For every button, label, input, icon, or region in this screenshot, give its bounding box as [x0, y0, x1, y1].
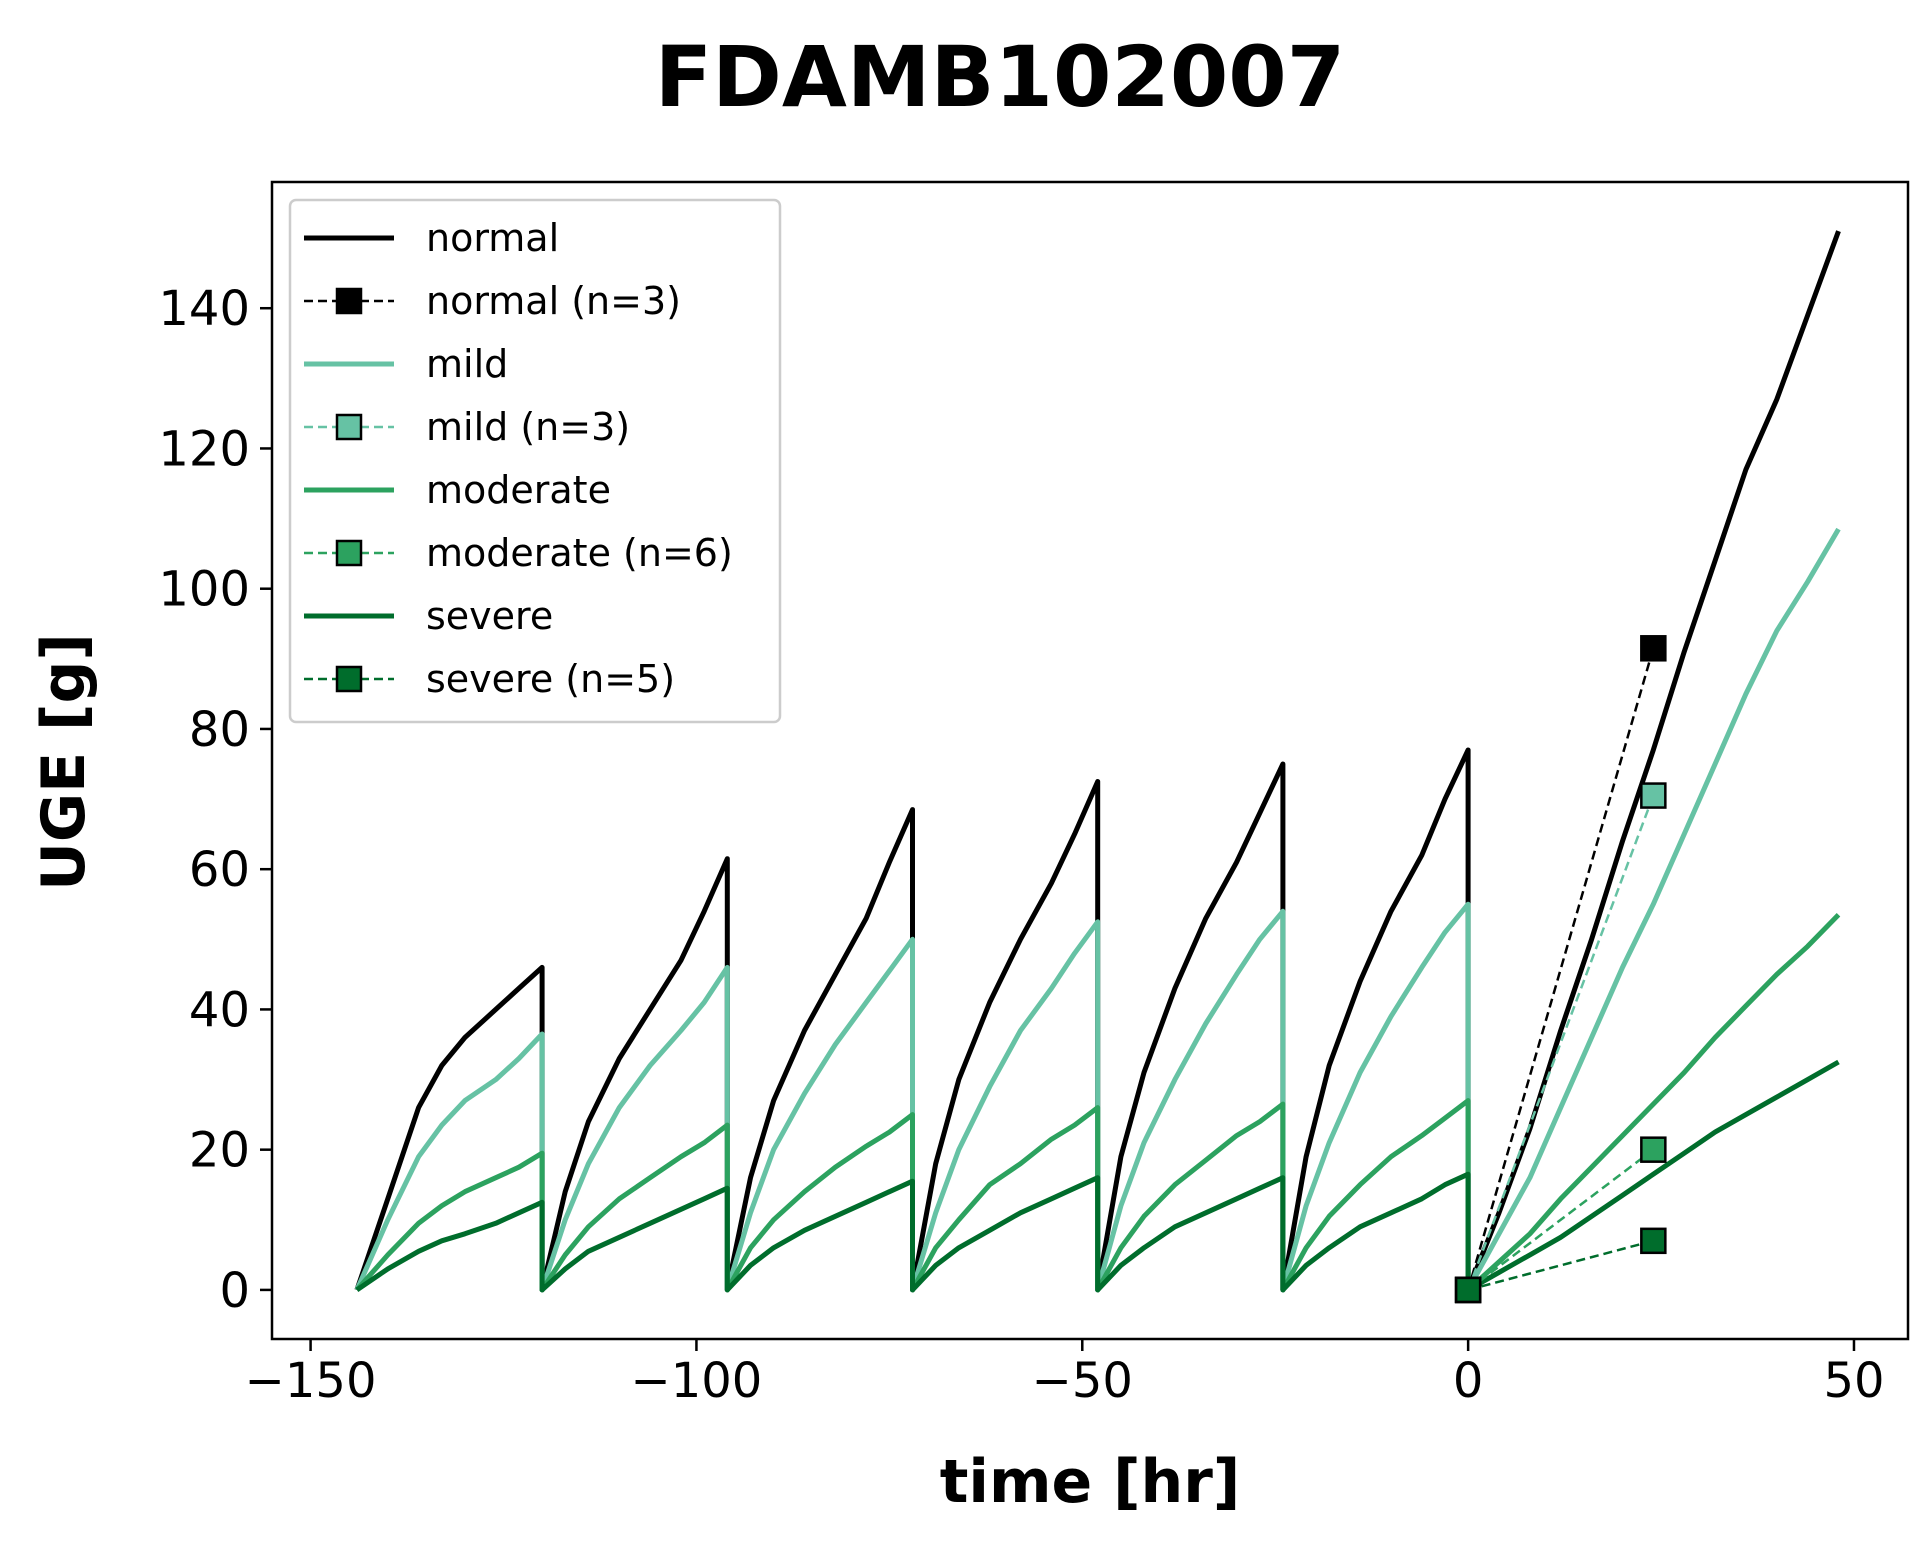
- legend-box: [288, 198, 782, 724]
- series-connector-moderate (n=6): [1467, 1148, 1655, 1291]
- y-tick-label: 60: [189, 842, 250, 898]
- legend-label: moderate: [426, 468, 611, 512]
- legend-swatch-marker: [335, 413, 363, 441]
- y-tick-label: 20: [189, 1123, 250, 1179]
- legend-label: normal (n=3): [426, 279, 681, 323]
- data-point-marker: [1640, 782, 1667, 809]
- series-connector-mild (n=3): [1466, 795, 1655, 1291]
- legend-swatch-marker: [335, 287, 363, 315]
- x-tick-label: −50: [1032, 1353, 1133, 1409]
- legend-swatch-marker: [335, 539, 363, 567]
- legend-label: severe (n=5): [426, 657, 675, 701]
- legend-swatch-marker: [335, 665, 363, 693]
- x-tick-label: −100: [631, 1353, 763, 1409]
- data-point-marker: [1640, 1227, 1667, 1255]
- plot-area: [354, 230, 1841, 1304]
- legend-label: moderate (n=6): [426, 531, 733, 575]
- x-tick-label: 0: [1453, 1353, 1484, 1409]
- x-axis-label: time [hr]: [940, 1447, 1241, 1517]
- x-tick-label: 50: [1823, 1353, 1884, 1409]
- y-tick-label: 80: [189, 702, 250, 758]
- y-tick-label: 40: [189, 982, 250, 1038]
- legend-label: severe: [426, 594, 553, 638]
- y-tick-label: 120: [158, 421, 250, 477]
- legend-label: mild (n=3): [426, 405, 630, 449]
- series-connector-severe (n=5): [1467, 1239, 1654, 1292]
- legend: normal normal (n=3) mild mild (n=3) moderate…: [288, 198, 782, 724]
- legend-label: mild: [426, 342, 508, 386]
- series-line-severe: [355, 1059, 1840, 1293]
- series-line-normal: [354, 230, 1841, 1293]
- axes-frame: [270, 180, 1910, 1341]
- y-axis-label: UGE [g]: [29, 633, 99, 891]
- series-line-mild: [354, 527, 1841, 1293]
- axis-ticks: −150 −100 −50 0 50 0 20 40 60 80 100 120 140: [158, 281, 1884, 1409]
- series-line-moderate: [355, 913, 1841, 1293]
- data-point-marker: [1454, 1276, 1482, 1304]
- data-point-marker: [1640, 1136, 1667, 1163]
- y-tick-label: 0: [219, 1263, 250, 1319]
- chart-title: FDAMB102007: [655, 28, 1345, 126]
- legend-label: normal: [426, 216, 559, 260]
- data-point-marker: [1640, 635, 1667, 662]
- y-tick-label: 100: [158, 562, 250, 618]
- y-tick-label: 140: [158, 281, 250, 337]
- x-tick-label: −150: [245, 1353, 377, 1409]
